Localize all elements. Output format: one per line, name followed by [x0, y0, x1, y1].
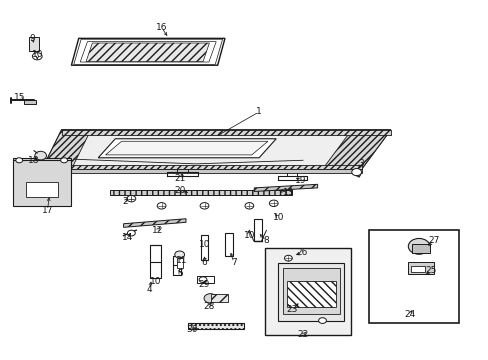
Circle shape: [284, 255, 292, 261]
Polygon shape: [42, 130, 390, 169]
Circle shape: [199, 277, 206, 283]
Text: 28: 28: [203, 302, 215, 311]
Polygon shape: [254, 184, 317, 192]
Bar: [225, 233, 232, 256]
Polygon shape: [80, 41, 216, 62]
Bar: [176, 258, 182, 268]
Text: 15: 15: [15, 93, 26, 102]
Text: 9: 9: [29, 34, 35, 43]
Polygon shape: [277, 263, 344, 320]
Text: 5: 5: [177, 269, 183, 278]
Polygon shape: [26, 182, 58, 197]
Text: 10: 10: [150, 276, 161, 285]
Text: 3: 3: [358, 159, 364, 168]
Bar: [24, 100, 36, 104]
Polygon shape: [13, 158, 71, 206]
Text: 24: 24: [404, 310, 415, 319]
Text: 30: 30: [186, 325, 197, 334]
Circle shape: [318, 318, 326, 323]
Polygon shape: [105, 141, 267, 155]
Text: 23: 23: [286, 305, 297, 314]
Circle shape: [174, 251, 184, 258]
Text: 26: 26: [296, 248, 307, 257]
Polygon shape: [287, 281, 335, 307]
Text: 20: 20: [174, 185, 185, 194]
Text: 10: 10: [31, 50, 43, 59]
Circle shape: [244, 203, 253, 209]
Text: 1: 1: [256, 107, 262, 116]
Text: 6: 6: [201, 258, 207, 267]
Bar: [411, 244, 429, 253]
Text: 25: 25: [424, 266, 436, 275]
Text: 19: 19: [294, 176, 305, 185]
Text: 13: 13: [282, 188, 294, 197]
Polygon shape: [61, 130, 390, 135]
Circle shape: [200, 203, 208, 209]
Text: 8: 8: [263, 237, 269, 246]
Polygon shape: [123, 219, 185, 227]
Polygon shape: [188, 323, 243, 329]
Polygon shape: [86, 43, 209, 62]
Text: 11: 11: [176, 256, 187, 265]
Text: 18: 18: [28, 156, 40, 165]
Circle shape: [407, 238, 429, 254]
Text: 27: 27: [427, 236, 439, 245]
Polygon shape: [110, 190, 292, 195]
Polygon shape: [42, 165, 361, 169]
Bar: [29, 37, 39, 50]
Text: 10: 10: [198, 240, 210, 249]
Circle shape: [203, 294, 216, 303]
Text: 29: 29: [199, 280, 210, 289]
Circle shape: [269, 200, 278, 207]
Circle shape: [127, 230, 135, 236]
Bar: [264, 248, 350, 335]
Bar: [201, 234, 208, 260]
Text: 2: 2: [122, 197, 127, 206]
Text: 14: 14: [122, 233, 133, 242]
Bar: [210, 294, 227, 302]
Text: 7: 7: [230, 258, 236, 267]
Text: 16: 16: [156, 23, 167, 32]
Text: 22: 22: [297, 330, 308, 339]
Circle shape: [157, 203, 165, 209]
Polygon shape: [74, 39, 222, 64]
Text: 21: 21: [174, 174, 185, 183]
Circle shape: [127, 195, 136, 202]
Bar: [173, 256, 181, 275]
Circle shape: [35, 151, 46, 160]
Circle shape: [61, 158, 67, 163]
Text: 10: 10: [272, 213, 284, 222]
Polygon shape: [282, 268, 339, 315]
Circle shape: [32, 53, 42, 60]
Polygon shape: [71, 39, 224, 65]
Text: 4: 4: [146, 285, 152, 294]
Circle shape: [351, 168, 361, 176]
Bar: [197, 276, 214, 283]
Bar: [410, 266, 424, 272]
Bar: [368, 230, 458, 323]
Text: 17: 17: [41, 206, 53, 215]
Text: 10: 10: [243, 231, 255, 240]
Bar: [253, 220, 261, 241]
Polygon shape: [42, 169, 361, 173]
Text: 12: 12: [152, 226, 163, 235]
Polygon shape: [98, 139, 276, 158]
Polygon shape: [42, 130, 91, 169]
Polygon shape: [407, 262, 433, 274]
Circle shape: [16, 158, 22, 163]
Bar: [150, 245, 161, 278]
Polygon shape: [322, 130, 390, 169]
